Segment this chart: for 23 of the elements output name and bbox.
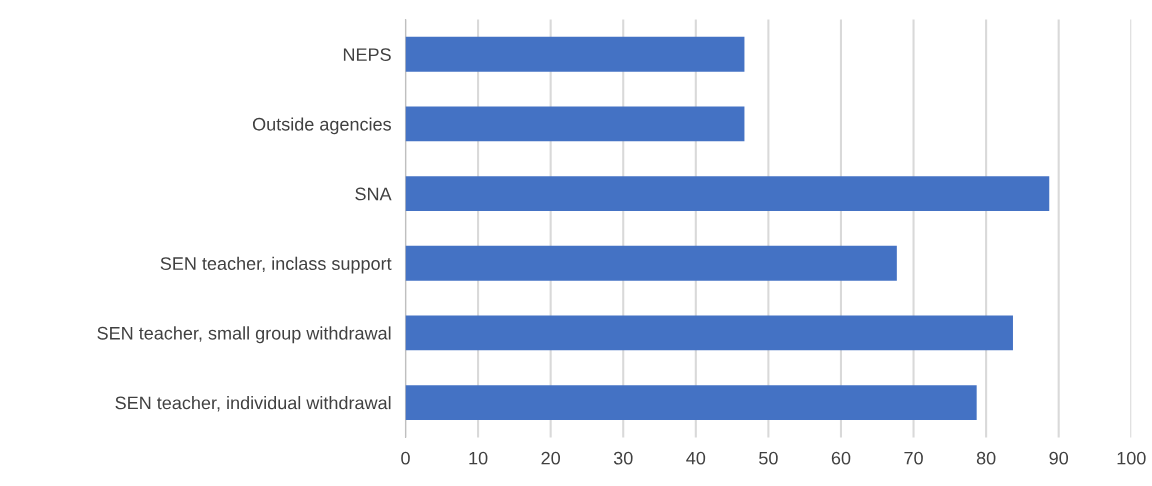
- bar: [405, 106, 745, 142]
- x-tick-label: 60: [831, 451, 851, 465]
- bar: [405, 36, 745, 72]
- y-tick-label: SEN teacher, inclass support: [160, 256, 392, 274]
- y-tick-label: SNA: [355, 187, 392, 201]
- bar: [405, 245, 897, 281]
- x-tick-label: 40: [686, 451, 706, 465]
- x-tick-label: 30: [613, 451, 633, 465]
- y-tick-label: NEPS: [343, 48, 391, 61]
- x-tick-label: 80: [976, 451, 996, 465]
- bar: [405, 176, 1050, 211]
- bar: [405, 315, 1013, 351]
- x-tick-label: 0: [401, 451, 410, 465]
- x-tick-label: 100: [1117, 451, 1146, 465]
- x-tick-label: 10: [469, 451, 488, 465]
- x-tick-label: 20: [541, 451, 560, 465]
- x-tick-label: 70: [904, 451, 923, 465]
- y-tick-label: SEN teacher, individual withdrawal: [115, 396, 391, 412]
- y-tick-label: SEN teacher, small group withdrawal: [97, 326, 391, 344]
- x-tick-label: 50: [759, 451, 778, 465]
- y-tick-label: Outside agencies: [252, 117, 391, 135]
- x-tick-label: 90: [1049, 451, 1069, 465]
- bar: [405, 385, 977, 420]
